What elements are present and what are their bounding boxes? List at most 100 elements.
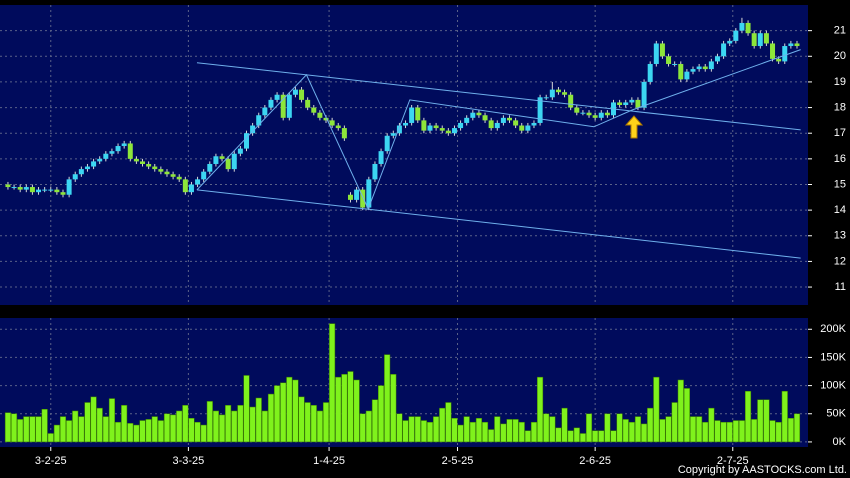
volume-bar (322, 402, 330, 443)
volume-bar (567, 430, 574, 443)
volume-bar (188, 418, 195, 443)
volume-bar (218, 414, 226, 443)
candle-body (146, 163, 152, 167)
volume-bar (579, 433, 586, 443)
candle-body (641, 81, 647, 108)
y-tick-label: 20 (834, 50, 846, 62)
volume-bar (500, 423, 507, 443)
candle-body (274, 94, 280, 100)
volume-bar (237, 405, 244, 443)
candle-body (372, 163, 378, 180)
volume-bar (628, 421, 635, 443)
volume-bar (573, 427, 580, 443)
candle-body (23, 187, 29, 190)
volume-bar (378, 385, 385, 443)
x-tick-label: 1-4-25 (313, 455, 345, 467)
candle-body (763, 33, 769, 44)
candle-body (580, 112, 586, 114)
y-tick-label: 16 (834, 153, 846, 165)
candle-body (776, 58, 782, 62)
volume-bar (696, 416, 703, 443)
candle-body (598, 112, 604, 118)
volume-bar (512, 419, 519, 443)
candle-body (176, 176, 182, 180)
volume-bar (29, 416, 36, 443)
volume-bar (726, 421, 733, 443)
volume-bar (200, 424, 207, 443)
volume-bar (653, 376, 660, 443)
volume-bar (127, 423, 134, 443)
candle-body (213, 156, 219, 164)
candle-body (188, 184, 194, 193)
volume-bar (108, 398, 115, 443)
candle-body (11, 187, 17, 189)
volume-bar (549, 416, 556, 443)
volume-bar (194, 421, 201, 443)
candle-body (5, 184, 11, 188)
candle-body (568, 94, 574, 108)
volume-bar (341, 374, 348, 443)
volume-bar (763, 399, 770, 443)
volume-bar (163, 413, 171, 443)
candle-body (500, 117, 506, 123)
volume-bar (463, 416, 470, 443)
candle-body (317, 112, 323, 118)
candle-body (770, 43, 776, 59)
candle-body (562, 92, 568, 95)
volume-bar (671, 402, 678, 443)
volume-bar (4, 412, 12, 443)
candle-body (341, 128, 347, 139)
candle-body (201, 171, 207, 180)
volume-bar (634, 416, 642, 443)
y-tick-label: 150K (820, 351, 846, 363)
volume-bar (659, 419, 666, 443)
volume-bar (622, 419, 629, 443)
candle-body (280, 94, 286, 118)
volume-bar (90, 396, 97, 443)
candle-body (305, 99, 311, 108)
candle-body (207, 163, 213, 172)
candle-body (42, 189, 48, 191)
volume-bar (206, 401, 213, 443)
candle-body (659, 43, 665, 57)
volume-bar (598, 430, 605, 443)
candle-body (384, 135, 390, 152)
candle-body (60, 192, 66, 195)
candle-body (17, 187, 23, 190)
candle-body (672, 63, 678, 65)
candle-body (714, 56, 720, 62)
candle-body (549, 89, 555, 98)
candle-body (231, 153, 237, 170)
candle-body (195, 179, 201, 185)
volume-bar (267, 393, 275, 443)
candle-body (415, 107, 421, 121)
candle-body (219, 156, 225, 159)
volume-bar (145, 419, 152, 443)
volume-bar (78, 416, 85, 443)
candle-body (464, 117, 470, 123)
volume-bar (610, 430, 617, 443)
copyright: Copyright by AASTOCKS.com Ltd. (678, 464, 847, 476)
volume-bar (530, 421, 538, 443)
y-tick-label: 50K (826, 408, 846, 420)
volume-bar (359, 413, 366, 443)
volume-bar (745, 390, 752, 443)
candle-body (91, 161, 97, 167)
candle-body (555, 89, 561, 93)
candle-body (78, 169, 84, 175)
volume-bar (781, 390, 788, 443)
candle-body (329, 120, 335, 126)
volume-bar (365, 410, 372, 443)
candle-body (757, 33, 763, 47)
volume-bar (231, 410, 238, 443)
volume-bar (274, 385, 281, 443)
candle-body (103, 153, 109, 159)
volume-bar (182, 405, 189, 443)
volume-bar (35, 416, 42, 443)
candle-body (592, 115, 598, 118)
y-tick-label: 19 (834, 76, 846, 88)
y-tick-label: 21 (834, 25, 846, 37)
volume-bar (23, 416, 30, 443)
candle-body (439, 128, 445, 131)
y-tick-label: 15 (834, 178, 846, 190)
